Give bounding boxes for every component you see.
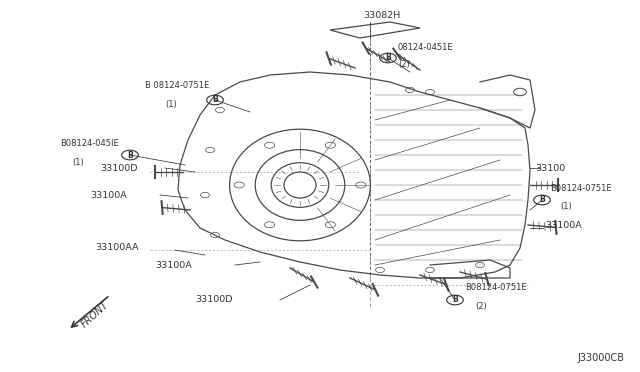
Text: 08124-0451E: 08124-0451E xyxy=(398,43,454,52)
Text: B: B xyxy=(127,151,133,160)
Text: B08124-045IE: B08124-045IE xyxy=(60,139,119,148)
Text: (1): (1) xyxy=(165,100,177,109)
Text: B08124-0751E: B08124-0751E xyxy=(465,283,527,292)
Text: 33100A: 33100A xyxy=(90,190,127,199)
Text: J33000CB: J33000CB xyxy=(577,353,624,363)
Text: (2): (2) xyxy=(398,60,410,69)
Text: 33082H: 33082H xyxy=(364,11,401,20)
Text: (1): (1) xyxy=(72,158,84,167)
Text: 33100A: 33100A xyxy=(155,260,192,269)
Text: B: B xyxy=(539,196,545,205)
Text: 33100: 33100 xyxy=(535,164,565,173)
Text: 33100A: 33100A xyxy=(545,221,582,230)
Text: B: B xyxy=(452,295,458,305)
Text: B: B xyxy=(212,96,218,105)
Text: B08124-0751E: B08124-0751E xyxy=(550,184,612,193)
Text: 33100AA: 33100AA xyxy=(95,244,138,253)
Text: 33100D: 33100D xyxy=(100,164,138,173)
Text: (1): (1) xyxy=(560,202,572,211)
Text: FRONT: FRONT xyxy=(79,300,111,330)
Text: B 08124-0751E: B 08124-0751E xyxy=(145,81,209,90)
Text: B: B xyxy=(385,54,391,62)
Text: 33100D: 33100D xyxy=(195,295,232,305)
Text: (2): (2) xyxy=(475,302,487,311)
